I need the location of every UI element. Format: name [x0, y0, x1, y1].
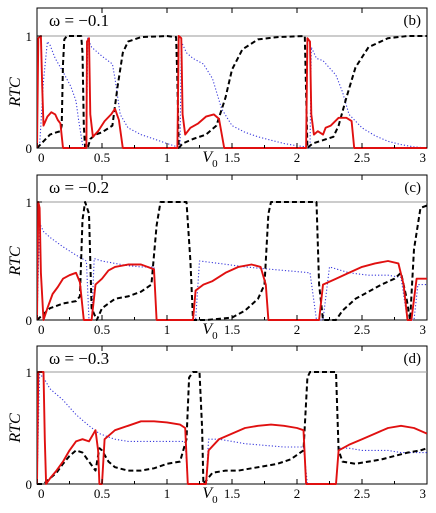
x-axis-label-main: V: [202, 149, 214, 166]
y-tick-label: 1: [26, 29, 33, 44]
series-line-solid: [37, 201, 427, 321]
series-line-dashed: [37, 371, 427, 485]
x-tick-label: 1: [164, 322, 171, 337]
series-group: [37, 371, 427, 485]
series-group: [37, 201, 427, 321]
y-axis-label: RTC: [7, 246, 24, 277]
x-tick-label: 0: [38, 150, 45, 165]
series-line-dashed: [37, 201, 427, 321]
x-axis-label-main: V: [202, 485, 214, 502]
x-tick-label: 1: [164, 150, 171, 165]
panel-title: ω = −0.1: [49, 11, 109, 30]
series-group: [37, 35, 427, 149]
x-axis-label-subscript: 0: [212, 494, 218, 506]
x-tick-label: 3: [420, 486, 427, 501]
x-tick-label: 1: [164, 486, 171, 501]
x-axis-label-subscript: 0: [212, 330, 218, 342]
x-tick-label: 2.5: [354, 322, 370, 337]
series-line-dotted: [37, 222, 427, 321]
x-tick-label: 2.5: [354, 150, 370, 165]
panel-label: (d): [404, 351, 422, 367]
x-axis-label-subscript: 0: [212, 158, 218, 170]
x-tick-label: 0: [38, 486, 45, 501]
x-tick-label: 1.5: [224, 150, 240, 165]
x-tick-label: 2: [294, 486, 301, 501]
x-axis-label: V0: [202, 321, 218, 342]
y-axis-label: RTC: [7, 77, 24, 108]
x-axis-label: V0: [202, 149, 218, 170]
x-axis-label: V0: [202, 485, 218, 506]
x-tick-label: 0.5: [94, 150, 110, 165]
x-tick-label: 2: [294, 322, 301, 337]
panel-title: ω = −0.2: [49, 178, 109, 197]
y-tick-label: 1: [26, 365, 33, 380]
panel-title: ω = −0.3: [49, 349, 109, 368]
series-line-solid: [37, 371, 427, 485]
panel-label: (b): [404, 13, 422, 29]
series-line-solid: [37, 35, 427, 149]
y-tick-label: 0: [26, 141, 33, 156]
x-tick-label: 0.5: [94, 486, 110, 501]
x-tick-label: 0.5: [94, 322, 110, 337]
x-tick-label: 3: [420, 322, 427, 337]
y-tick-label: 0: [26, 477, 33, 492]
x-axis-label-main: V: [202, 321, 214, 338]
y-axis-label: RTC: [7, 413, 24, 444]
x-tick-label: 2: [294, 150, 301, 165]
x-tick-label: 1.5: [224, 322, 240, 337]
y-tick-label: 1: [26, 195, 33, 210]
series-line-dotted: [37, 37, 427, 149]
panel-label: (c): [404, 180, 421, 196]
x-tick-label: 0: [38, 322, 45, 337]
x-tick-label: 2.5: [354, 486, 370, 501]
x-tick-label: 3: [420, 150, 427, 165]
series-line-dashed: [37, 35, 427, 149]
y-tick-label: 0: [26, 313, 33, 328]
x-tick-label: 1.5: [224, 486, 240, 501]
series-line-dotted: [37, 373, 427, 485]
